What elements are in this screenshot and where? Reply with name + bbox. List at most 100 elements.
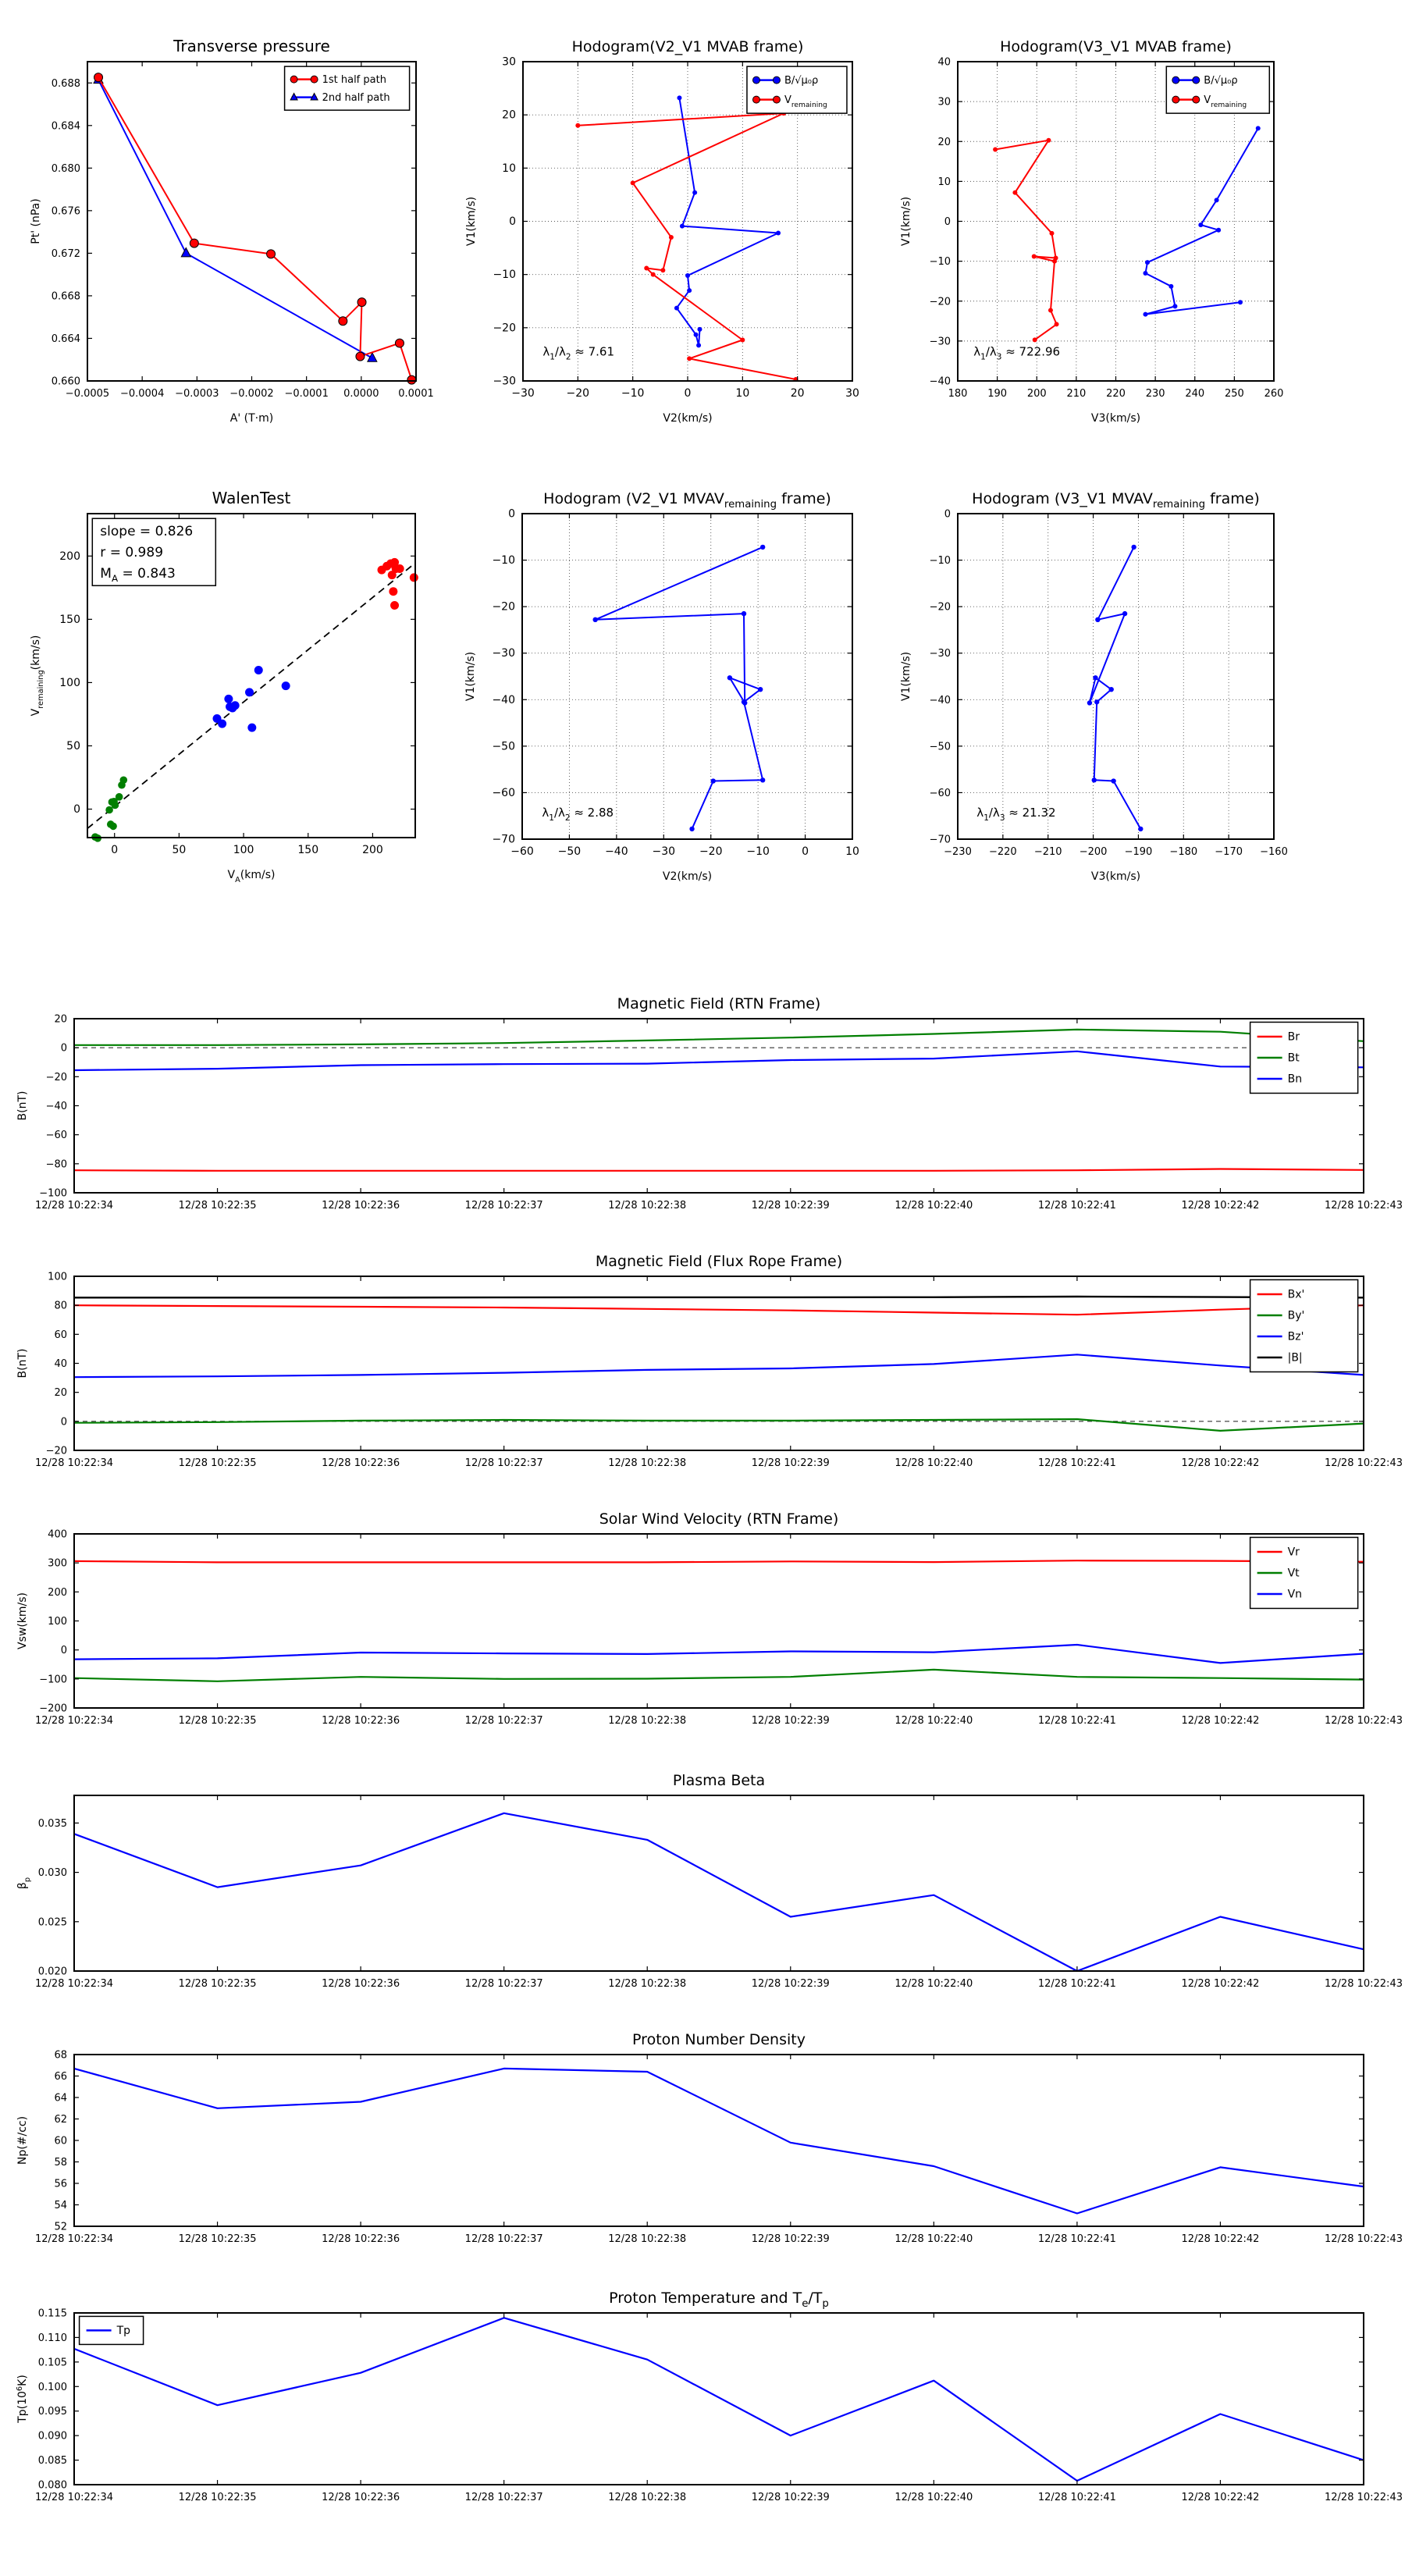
annotation: λ1/λ2 ≈ 7.61: [542, 344, 614, 361]
y-tick-label: 0.664: [52, 333, 80, 345]
y-tick-label: 100: [48, 1272, 67, 1283]
x-tick-label: 12/28 10:22:40: [895, 1200, 973, 1212]
y-tick-label: 0.100: [38, 2382, 67, 2393]
legend-label: Vremaining: [784, 94, 827, 109]
y-tick-label: −100: [39, 1188, 67, 1200]
x-tick-label: 12/28 10:22:35: [179, 1715, 257, 1727]
grid: [957, 513, 1275, 840]
y-tick-label: 52: [54, 2222, 67, 2233]
y-tick-label: 60: [54, 1329, 67, 1341]
ticks: [73, 1533, 1364, 1709]
legend-label: Bz': [1288, 1330, 1304, 1343]
axes-frame: [957, 513, 1275, 840]
legend-label: B/√μ₀ρ: [1204, 75, 1237, 87]
y-tick-label: 150: [59, 614, 80, 626]
x-tick-label: 0.0001: [398, 388, 434, 400]
x-tick-label: 12/28 10:22:36: [322, 1457, 400, 1469]
y-tick-label: −30: [930, 648, 951, 660]
y-tick-label: −20: [930, 602, 951, 614]
chart-title: Transverse pressure: [173, 37, 330, 55]
x-tick-label: 10: [845, 845, 859, 858]
x-tick-label: 12/28 10:22:39: [752, 1457, 830, 1469]
x-axis-label: V2(km/s): [663, 412, 712, 425]
x-tick-label: 12/28 10:22:37: [465, 2233, 543, 2245]
y-axis-label: Tp(106K): [16, 2375, 29, 2424]
y-tick-label: 400: [48, 1529, 67, 1541]
annotation-line: MA = 0.843: [100, 566, 176, 584]
x-tick-label: 12/28 10:22:38: [608, 1457, 686, 1469]
x-tick-label: −50: [558, 845, 582, 858]
legend-label: 1st half path: [322, 74, 386, 86]
x-tick-label: −0.0005: [66, 388, 109, 400]
y-tick-label: 0.680: [52, 163, 80, 175]
x-tick-label: −200: [1080, 846, 1108, 858]
x-tick-label: 12/28 10:22:39: [752, 2233, 830, 2245]
x-tick-label: 180: [948, 388, 968, 400]
y-axis-label: Vremaining(km/s): [30, 635, 45, 717]
ticks: [73, 1018, 1364, 1194]
y-tick-label: 62: [54, 2114, 67, 2126]
y-axis-label: B(nT): [16, 1349, 29, 1379]
series-Vr: [73, 1560, 1364, 1564]
y-tick-label: −70: [930, 834, 951, 846]
y-axis-label: V1(km/s): [464, 652, 477, 701]
chart-proton-temperature: 12/28 10:22:34 12/28 10:22:35 12/28 10:22:…: [0, 2280, 1403, 2546]
x-tick-label: 12/28 10:22:39: [752, 1978, 830, 1990]
x-axis-label: V3(km/s): [1091, 870, 1140, 883]
y-tick-label: 100: [59, 677, 80, 689]
x-tick-label: 12/28 10:22:41: [1038, 1978, 1116, 1990]
ticks: [73, 1276, 1364, 1451]
y-tick-label: 30: [937, 97, 951, 109]
legend-label: Vt: [1288, 1567, 1300, 1579]
y-tick-label: 0.080: [38, 2480, 67, 2492]
x-tick-label: 12/28 10:22:43: [1325, 2233, 1403, 2245]
x-tick-label: −30: [511, 387, 535, 400]
x-tick-label: 0: [685, 387, 692, 400]
x-tick-label: 12/28 10:22:39: [752, 1715, 830, 1727]
series-first interval: [91, 776, 128, 842]
y-tick-label: 66: [54, 2071, 67, 2083]
y-axis-label: βp: [16, 1877, 32, 1889]
legend: Tp: [78, 2315, 144, 2346]
x-tick-label: 12/28 10:22:34: [35, 1978, 113, 1990]
legend-label: Vn: [1288, 1588, 1302, 1600]
x-tick-label: −230: [944, 846, 972, 858]
axes-frame: [73, 1276, 1364, 1451]
y-tick-label: −20: [492, 601, 515, 614]
x-tick-label: 12/28 10:22:43: [1325, 1715, 1403, 1727]
x-tick-label: −190: [1125, 846, 1153, 858]
x-tick-label: 12/28 10:22:37: [465, 1200, 543, 1212]
series-V remaining: [575, 111, 799, 382]
x-tick-label: −0.0003: [175, 388, 219, 400]
y-tick-label: −10: [492, 554, 515, 567]
chart-solar-wind-velocity: 12/28 10:22:34 12/28 10:22:35 12/28 10:22:…: [0, 1501, 1403, 1769]
y-tick-label: 10: [502, 162, 516, 175]
y-tick-label: 54: [54, 2200, 67, 2211]
y-tick-label: −60: [46, 1130, 67, 1141]
x-tick-label: −180: [1169, 846, 1197, 858]
x-tick-label: 12/28 10:22:38: [608, 2233, 686, 2245]
x-tick-label: 12/28 10:22:37: [465, 1457, 543, 1469]
legend: Br Bt Bn: [1249, 1021, 1359, 1094]
y-tick-label: −100: [39, 1674, 67, 1685]
y-tick-label: 0.030: [38, 1867, 67, 1879]
chart-magnetic-field-rtn: 12/28 10:22:34 12/28 10:22:35 12/28 10:22:…: [0, 986, 1403, 1254]
x-tick-label: 12/28 10:22:41: [1038, 1715, 1116, 1727]
legend-label: |B|: [1288, 1351, 1303, 1364]
legend-label: Bx': [1288, 1288, 1305, 1300]
x-tick-label: 12/28 10:22:40: [895, 1715, 973, 1727]
x-tick-label: 12/28 10:22:35: [179, 2233, 257, 2245]
legend: B/√μ₀ρ Vremaining: [746, 66, 848, 114]
ticks: [957, 61, 1275, 382]
axes-frame: [73, 2312, 1364, 2485]
y-tick-label: 58: [54, 2157, 67, 2169]
x-tick-label: −60: [510, 845, 534, 858]
x-tick-label: 12/28 10:22:36: [322, 1978, 400, 1990]
x-tick-label: −160: [1260, 846, 1288, 858]
x-tick-label: 12/28 10:22:39: [752, 1200, 830, 1212]
x-tick-label: 12/28 10:22:36: [322, 1715, 400, 1727]
series-V remaining: [1087, 544, 1144, 832]
y-tick-label: 40: [937, 57, 951, 69]
x-tick-label: 12/28 10:22:38: [608, 1715, 686, 1727]
legend-label: By': [1288, 1309, 1305, 1322]
